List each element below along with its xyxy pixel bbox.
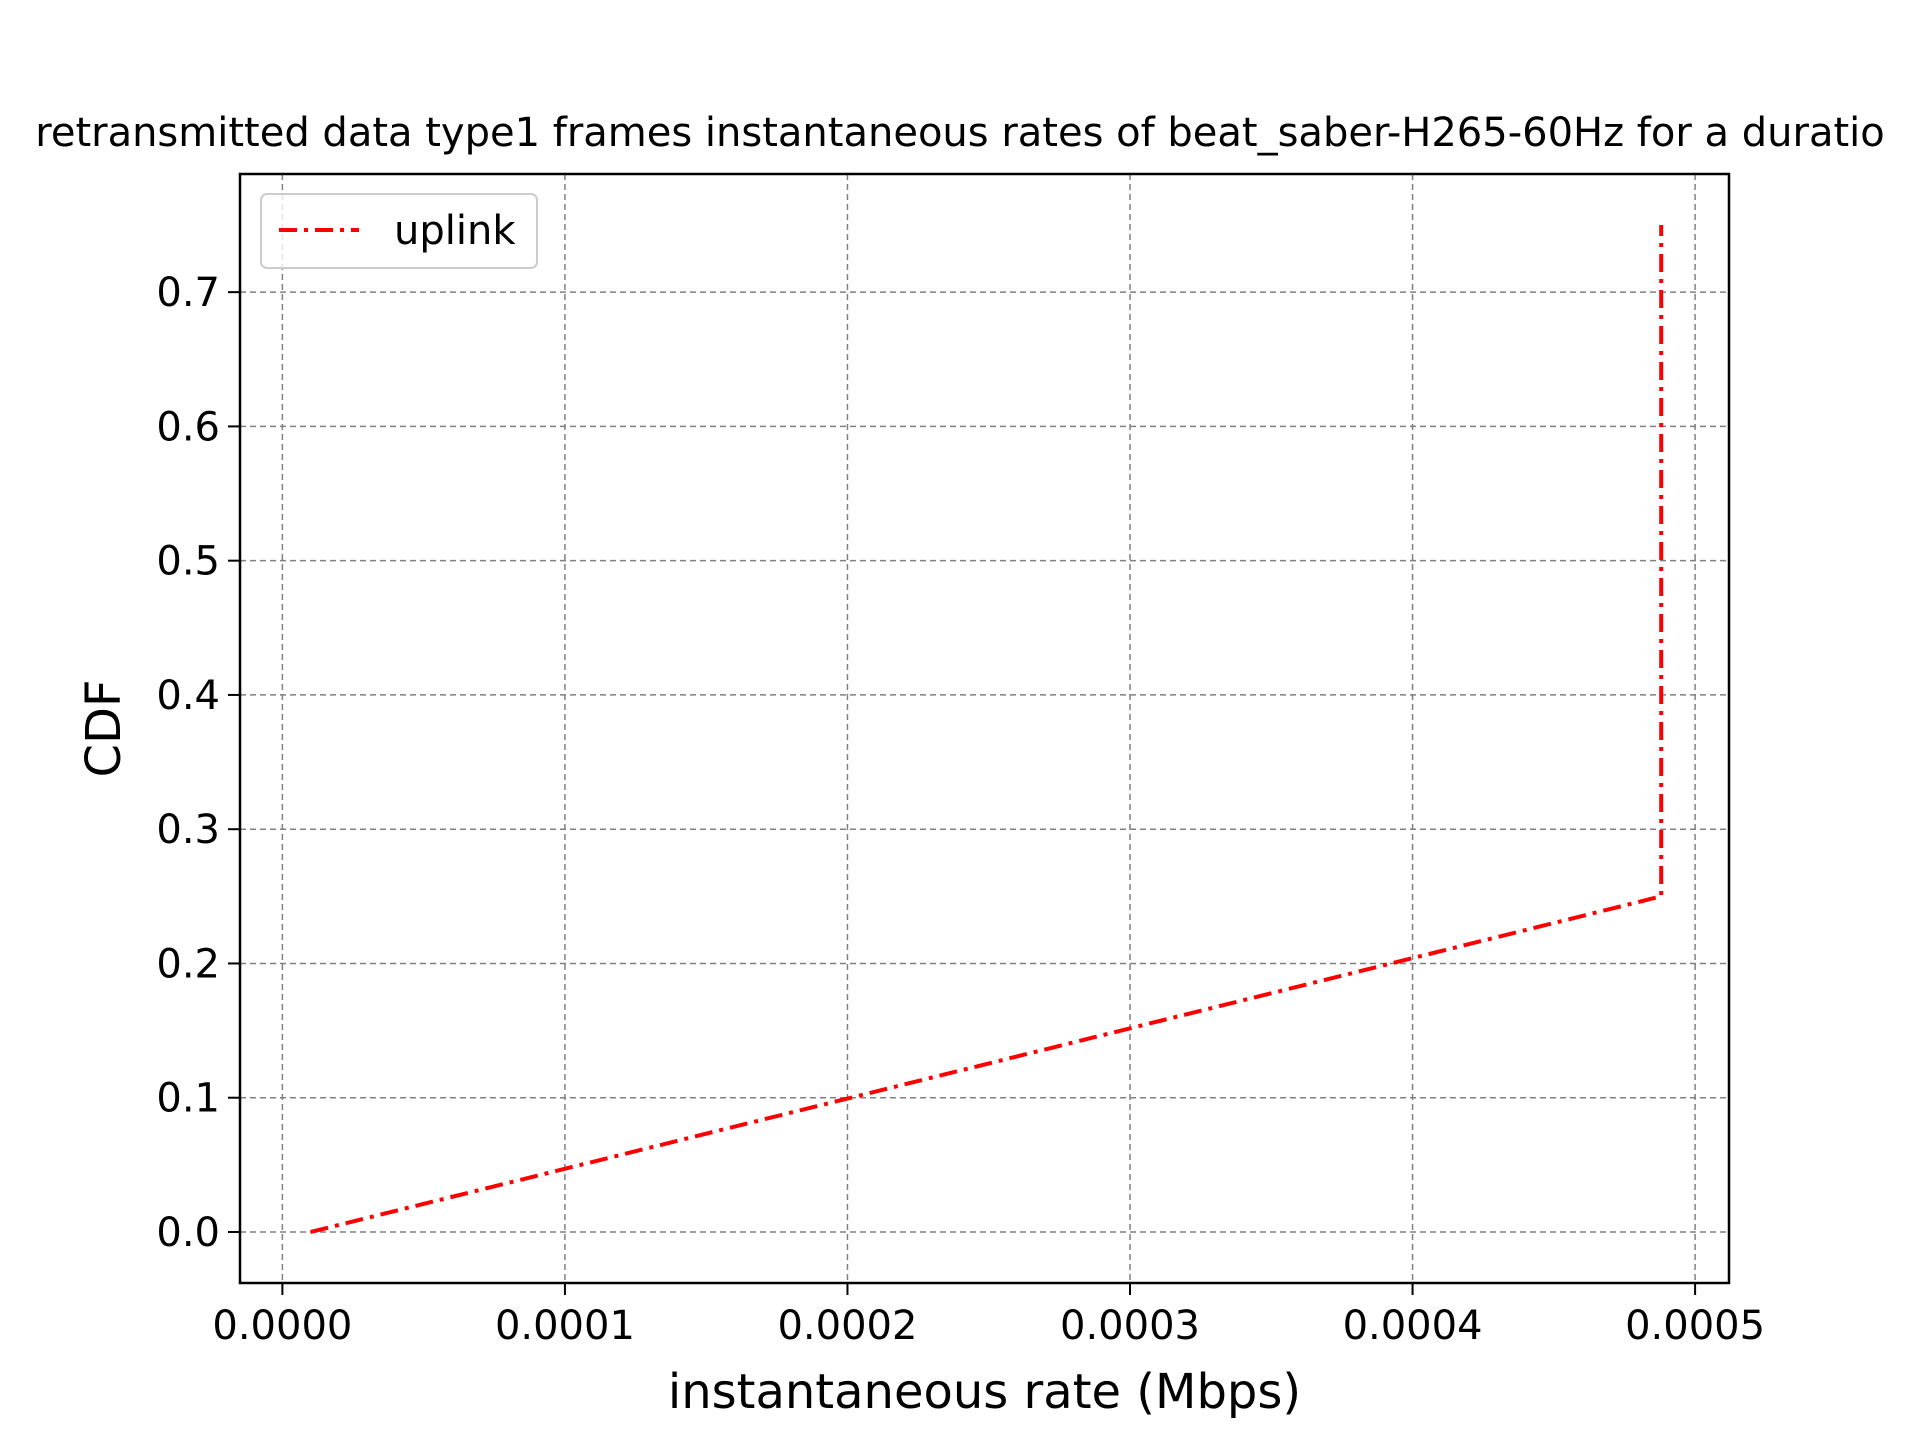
y-tick-label: 0.5 [156, 539, 220, 585]
legend: uplink [260, 193, 538, 269]
series-layer [310, 225, 1664, 1234]
x-tick-label: 0.0001 [495, 1303, 635, 1349]
y-tick-label: 0.4 [156, 673, 220, 719]
x-tick-label: 0.0002 [777, 1303, 917, 1349]
legend-box [260, 193, 538, 269]
grid [240, 174, 1729, 1283]
plot-area-frame [238, 172, 1731, 1285]
axis-ticks: 0.0000 0.0001 0.0002 0.0003 0.0004 0.0005 0.0 0… [156, 270, 1765, 1349]
x-tick-label: 0.0004 [1343, 1303, 1483, 1349]
chart-title: retransmitted data type1 frames instanta… [35, 110, 1884, 156]
y-tick-label: 0.1 [156, 1076, 220, 1122]
y-tick-label: 0.6 [156, 404, 220, 450]
x-tick-label: 0.0003 [1060, 1303, 1200, 1349]
legend-label-uplink: uplink [394, 208, 516, 254]
y-tick-label: 0.7 [156, 270, 220, 316]
x-tick-label: 0.0005 [1625, 1303, 1765, 1349]
y-tick-label: 0.0 [156, 1210, 220, 1256]
series-line-uplink [310, 225, 1664, 1234]
x-axis-label: instantaneous rate (Mbps) [668, 1364, 1301, 1420]
y-axis-label: CDF [76, 679, 132, 777]
y-tick-label: 0.3 [156, 807, 220, 853]
y-tick-label: 0.2 [156, 941, 220, 987]
x-tick-label: 0.0000 [212, 1303, 352, 1349]
